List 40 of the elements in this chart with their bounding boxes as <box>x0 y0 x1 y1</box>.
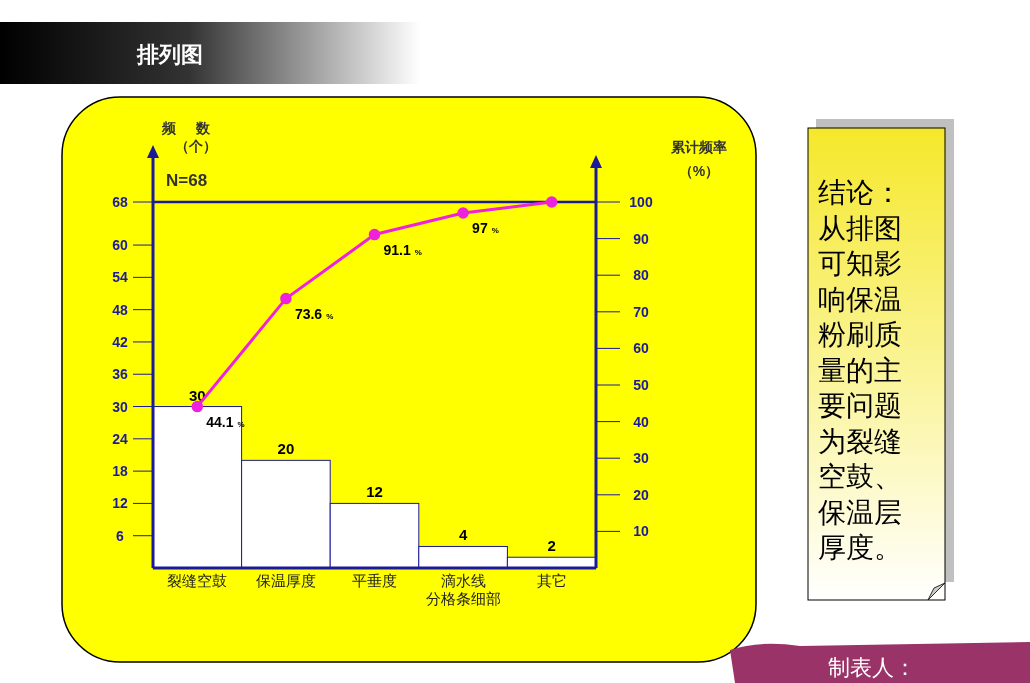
y2-tick-label: 70 <box>633 303 649 320</box>
data-label: 20 <box>277 440 295 458</box>
data-label: 2 <box>547 537 556 555</box>
data-label: 44.1 % <box>206 413 245 430</box>
x-tick-label: 滴水线分格条细部 <box>425 572 501 607</box>
data-label: 73.6 % <box>294 305 334 322</box>
y2-tick-label: 30 <box>633 450 649 467</box>
y2-tick-label: 10 <box>633 523 649 540</box>
y2-axis-title: 累计频率（%） <box>670 139 727 179</box>
y-tick-label: 12 <box>112 495 128 512</box>
chart-title: 排列图 <box>136 42 203 67</box>
y2-tick-label: 60 <box>633 340 649 357</box>
y2-tick-label: 100 <box>629 194 653 210</box>
y-tick-label: 36 <box>112 366 128 383</box>
y2-tick-label: 50 <box>633 377 649 393</box>
y-tick-label: 30 <box>112 398 128 415</box>
text: N=68 <box>166 171 208 190</box>
data-label: 91.1 % <box>383 241 422 258</box>
y-tick-label: 6 <box>116 527 125 544</box>
y-tick-label: 42 <box>112 333 128 350</box>
y-axis-title: 频数（个） <box>161 120 230 154</box>
data-label: 12 <box>366 483 383 501</box>
y-tick-label: 48 <box>112 301 128 318</box>
y2-tick-label: 20 <box>633 486 649 503</box>
y2-tick-label: 80 <box>633 267 649 284</box>
x-tick-label: 其它 <box>536 572 567 589</box>
y-tick-label: 68 <box>112 194 128 210</box>
text: 结论：从排图可知影响保温粉刷质量的主要问题为裂缝空鼓、保温层厚度。 <box>818 177 902 563</box>
x-tick-label: 裂缝空鼓 <box>167 572 228 589</box>
x-tick-label: 保温厚度 <box>255 572 316 589</box>
text: 制表人： <box>828 655 916 680</box>
y-tick-label: 24 <box>112 430 128 447</box>
y-tick-label: 60 <box>112 237 128 254</box>
y2-tick-label: 90 <box>633 230 649 247</box>
y-tick-label: 18 <box>112 463 128 480</box>
data-label: 97 % <box>472 219 499 236</box>
data-label: 4 <box>458 526 468 544</box>
x-tick-label: 平垂度 <box>352 572 397 589</box>
y2-tick-label: 40 <box>633 413 649 430</box>
y-tick-label: 54 <box>112 269 128 286</box>
